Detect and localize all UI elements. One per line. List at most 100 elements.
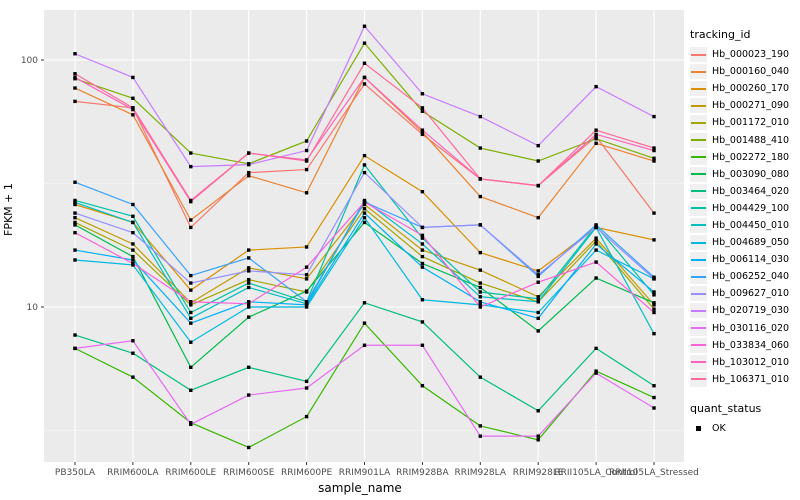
data-point (362, 61, 367, 65)
legend-item: Hb_004450_010 (690, 217, 800, 234)
data-point (536, 297, 540, 301)
legend-item-label: Hb_000271_090 (712, 100, 790, 112)
data-point (131, 375, 135, 379)
data-point (536, 438, 540, 442)
data-point (594, 369, 598, 373)
legend-item-label: Hb_003464_020 (712, 185, 790, 197)
data-point (478, 295, 482, 299)
series-color-key-icon (690, 166, 707, 182)
data-point (594, 346, 598, 351)
data-point (478, 285, 482, 290)
data-point (652, 406, 656, 410)
data-point (247, 277, 251, 282)
data-point (131, 258, 135, 262)
data-point (189, 273, 193, 278)
x-tick-label: RRIM600PE (281, 468, 333, 478)
data-point (536, 316, 540, 321)
data-point (73, 248, 77, 252)
data-point (362, 75, 367, 80)
x-tick-label: RRIM928LE (513, 468, 564, 478)
data-point (247, 281, 251, 285)
data-point (536, 273, 540, 277)
data-point (594, 260, 598, 264)
data-point (536, 280, 540, 284)
data-point (536, 215, 540, 220)
data-point (536, 269, 540, 273)
data-point (478, 250, 482, 255)
data-point (304, 191, 309, 195)
data-point (189, 316, 193, 321)
data-point (420, 261, 425, 266)
legend-item: Hb_006252_040 (690, 268, 800, 285)
data-point (247, 285, 251, 290)
data-point (247, 248, 251, 252)
data-point (73, 72, 77, 76)
legend: tracking_id Hb_000023_190 Hb_000160_040 Hb… (690, 28, 800, 437)
series-color-key-icon (690, 320, 707, 336)
data-point (247, 300, 251, 304)
data-point (73, 220, 77, 225)
data-point (247, 162, 251, 167)
data-point (73, 333, 77, 337)
legend-item: Hb_001172_010 (690, 114, 800, 131)
data-point (131, 248, 135, 252)
data-point (362, 170, 367, 175)
data-point (652, 303, 656, 307)
data-point (247, 151, 251, 155)
data-point (536, 329, 540, 333)
data-point (594, 236, 598, 240)
data-point (478, 194, 482, 199)
legend-item-label: Hb_004689_050 (712, 237, 790, 249)
data-point (478, 434, 482, 438)
data-point (420, 384, 425, 388)
data-point (362, 202, 367, 207)
data-point (478, 300, 482, 304)
data-point (73, 346, 77, 351)
legend-item-label: Hb_103012_010 (712, 356, 790, 368)
data-point (420, 233, 425, 238)
data-point (536, 183, 540, 188)
legend-item-label: Hb_000023_190 (712, 49, 790, 61)
legend-title-quant-status: quant_status (690, 401, 762, 415)
data-point (189, 388, 193, 392)
data-point (652, 293, 656, 297)
data-point (247, 302, 251, 306)
data-point (478, 223, 482, 227)
data-point (189, 321, 193, 325)
legend-item: Hb_001488_410 (690, 131, 800, 148)
series-color-key-icon (690, 269, 707, 285)
legend-item: Hb_106371_010 (690, 371, 800, 388)
legend-item-label: Hb_003090_080 (712, 168, 790, 180)
legend-section-quant-status: quant_status OK (690, 402, 800, 437)
data-point (362, 211, 367, 215)
data-point (594, 225, 598, 230)
data-point (304, 379, 309, 384)
series-color-key-icon (690, 47, 707, 63)
data-point (362, 200, 367, 204)
legend-item-label: Hb_006252_040 (712, 271, 790, 283)
data-point (131, 220, 135, 225)
data-point (247, 269, 251, 273)
data-point (131, 96, 135, 100)
data-point (594, 239, 598, 243)
data-point (362, 153, 367, 158)
data-point (247, 266, 251, 270)
data-point (247, 305, 251, 309)
data-point (362, 343, 367, 347)
series-color-key-icon (690, 354, 707, 370)
data-point (73, 86, 77, 90)
data-point (304, 300, 309, 304)
data-point (362, 41, 367, 45)
series-color-key-icon (690, 371, 707, 387)
data-point (304, 139, 309, 143)
y-tick-label: 100 (21, 56, 38, 66)
data-point (478, 375, 482, 379)
legend-item: Hb_000160_040 (690, 63, 800, 80)
data-point (594, 141, 598, 145)
data-point (73, 52, 77, 56)
data-point (189, 281, 193, 285)
series-color-key-icon (690, 286, 707, 302)
x-tick-label: RRIM928BA (396, 468, 449, 478)
series-color-key-icon (690, 337, 707, 353)
